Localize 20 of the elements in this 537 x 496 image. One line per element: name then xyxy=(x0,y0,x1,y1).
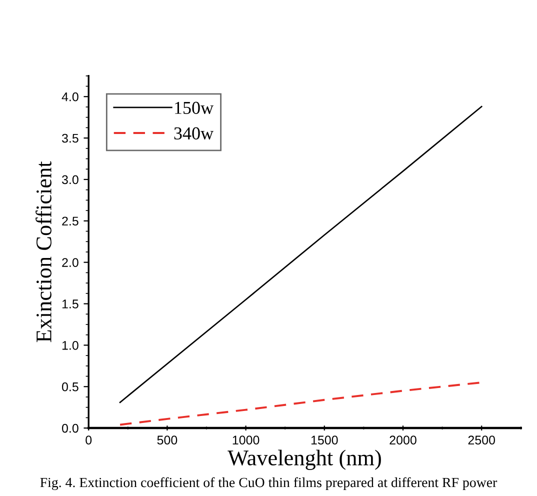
legend-label: 340w xyxy=(174,127,214,140)
x-axis-title: Wavelenght (nm) xyxy=(228,450,381,470)
y-tick-label: 0.5 xyxy=(62,382,78,392)
caption: Fig. 4. Extinction coefficient of the CuO thin films prepared at different RF power xyxy=(40,477,498,490)
x-tick-label: 1000 xyxy=(232,436,260,445)
x-tick-label: 1500 xyxy=(311,436,338,445)
y-tick-label: 1.5 xyxy=(62,300,78,308)
x-tick-label: 2500 xyxy=(468,436,496,445)
x-tick-label: 2000 xyxy=(390,436,416,445)
y-axis-title: Exinction Cofficient xyxy=(36,161,52,342)
y-tick-label: 3.5 xyxy=(62,134,78,143)
y-tick-label: 1.0 xyxy=(62,340,78,350)
y-tick-label: 4.0 xyxy=(62,92,78,102)
y-tick-label: 3.0 xyxy=(62,175,78,184)
x-tick-label: 0 xyxy=(86,436,92,445)
legend-label: 150w xyxy=(175,102,214,114)
x-tick-label: 500 xyxy=(157,436,178,445)
y-tick-label: 2.0 xyxy=(62,258,78,267)
y-tick-label: 0.0 xyxy=(62,424,78,433)
y-tick-label: 2.5 xyxy=(62,216,78,226)
